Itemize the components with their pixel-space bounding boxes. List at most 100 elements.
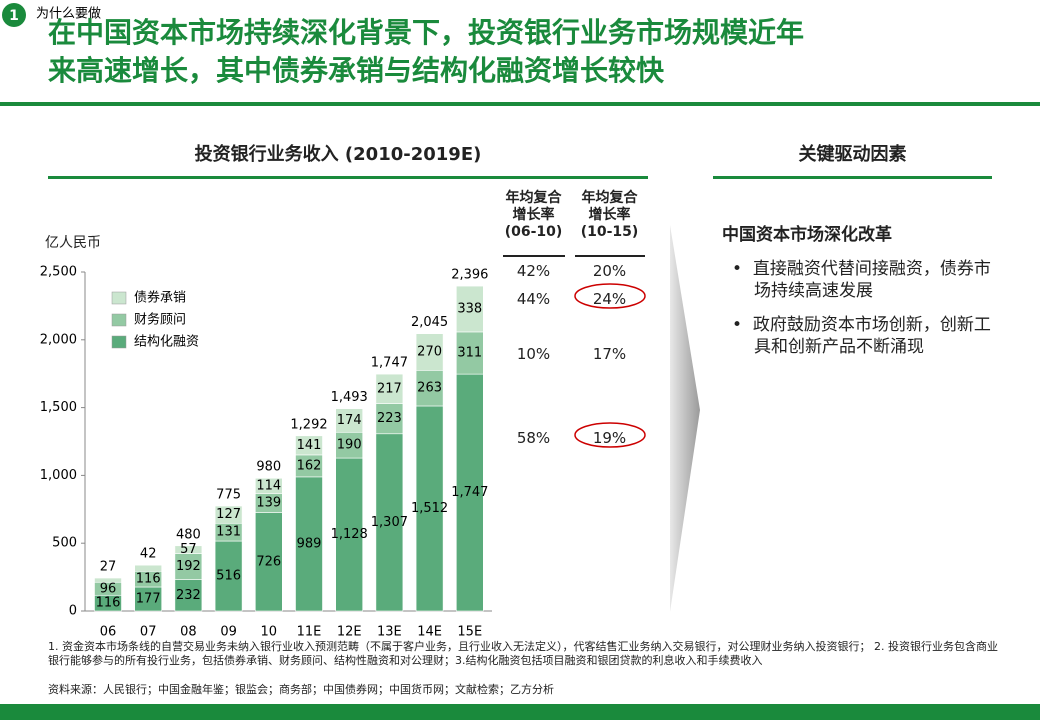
bar-segment xyxy=(295,476,323,612)
bar-segment xyxy=(335,408,364,433)
bar-segment xyxy=(174,553,203,580)
data-label: 96 xyxy=(100,581,117,596)
bar-segment xyxy=(295,435,323,456)
legend-swatch xyxy=(111,313,127,327)
bar-segment xyxy=(415,370,444,407)
title-line: 来高速增长，其中债券承销与结构化融资增长较快 xyxy=(48,54,665,87)
badge: 1 xyxy=(9,8,19,24)
data-label: 223 xyxy=(377,411,402,426)
y-tick-label: 0 xyxy=(69,604,77,619)
x-tick-label: 14E xyxy=(417,625,442,640)
cagr-header: 年均复合 xyxy=(505,190,562,206)
x-tick-label: 06 xyxy=(100,625,117,640)
legend-label: 财务顾问 xyxy=(134,312,186,328)
highlight xyxy=(574,283,646,309)
total-label: 27 xyxy=(100,560,117,575)
bar-segment xyxy=(94,577,122,583)
x-tick-label: 07 xyxy=(140,625,157,640)
data-label: 192 xyxy=(176,559,201,574)
rule xyxy=(713,176,992,179)
bar-segment xyxy=(455,331,484,375)
total-label: 480 xyxy=(176,527,201,542)
cagr-value: 42% xyxy=(516,262,551,280)
cagr-header: 增长率 xyxy=(512,207,555,223)
x-tick-label: 15E xyxy=(457,625,482,640)
bullet-text: 直接融资代替间接融资，债券市场持续高速发展 xyxy=(752,259,991,301)
legend-label: 结构化融资 xyxy=(134,335,199,350)
bullet: • 政府鼓励资本市场创新，创新工具和创新产品不断涌现 xyxy=(732,315,991,357)
bar-segment xyxy=(455,285,484,333)
chart-title: 投资银行业务收入 (2010-2019E) xyxy=(194,144,482,165)
bar-segment xyxy=(214,540,243,612)
legend-swatch xyxy=(111,335,127,349)
drivers-title: 关键驱动因素 xyxy=(798,144,907,165)
data-label: 116 xyxy=(136,572,161,587)
y-tick-label: 1,000 xyxy=(40,468,77,483)
section: 为什么要做 xyxy=(36,7,101,22)
bar-segment xyxy=(134,564,162,572)
cagr-header: (10-15) xyxy=(580,224,639,240)
data-label: 726 xyxy=(256,554,281,569)
cagr-value: 58% xyxy=(516,429,551,447)
cagr-header: 年均复合 xyxy=(581,190,638,206)
total-label: 2,396 xyxy=(451,268,488,283)
bullet: • 直接融资代替间接融资，债券市场持续高速发展 xyxy=(732,259,991,301)
bar-segment xyxy=(455,373,484,612)
bullet-text: 政府鼓励资本市场创新，创新工具和创新产品不断涌现 xyxy=(752,315,991,357)
data-label: 232 xyxy=(176,588,201,603)
data-label: 139 xyxy=(256,496,281,511)
title-line: 在中国资本市场持续深化背景下，投资银行业务市场规模近年 xyxy=(48,16,805,49)
data-label: 177 xyxy=(136,591,161,606)
data-label: 1,747 xyxy=(451,485,488,500)
data-label: 338 xyxy=(457,302,482,317)
y-label: 亿人民币 xyxy=(45,235,101,251)
cagr-value: 19% xyxy=(592,429,627,447)
data-label: 217 xyxy=(377,381,402,396)
y-tick-label: 1,500 xyxy=(40,400,77,415)
rule xyxy=(48,176,648,179)
total-label: 1,493 xyxy=(331,390,368,405)
bar-segment xyxy=(174,579,203,612)
data-label: 114 xyxy=(256,478,281,493)
badge-circle xyxy=(2,3,26,27)
total-label: 1,747 xyxy=(371,356,408,371)
cagr-value: 20% xyxy=(592,262,627,280)
bar-segment xyxy=(255,477,283,495)
bar-segment xyxy=(335,457,364,612)
bar-segment xyxy=(375,433,404,612)
data-label: 1,128 xyxy=(331,527,368,542)
legend-label: 债券承销 xyxy=(134,290,186,306)
footer-bar xyxy=(0,704,1040,720)
data-label: 131 xyxy=(216,525,241,540)
bar-segment xyxy=(375,373,404,404)
total-label: 775 xyxy=(216,488,241,503)
bar-segment xyxy=(415,333,444,371)
source: 资料来源：人民银行；中国金融年鉴；银监会；商务部；中国债券网；中国货币网；文献检… xyxy=(48,683,554,696)
y-tick-label: 500 xyxy=(52,536,77,551)
data-label: 311 xyxy=(457,346,482,361)
x-tick-label: 11E xyxy=(297,625,322,640)
bar-segment xyxy=(214,505,243,524)
data-label: 116 xyxy=(96,596,121,611)
driver-heading: 中国资本市场深化改革 xyxy=(722,225,892,245)
data-label: 989 xyxy=(297,536,322,551)
x-tick-label: 10 xyxy=(261,625,278,640)
data-label: 1,307 xyxy=(371,515,408,530)
bar-segment xyxy=(174,545,203,554)
total-label: 1,292 xyxy=(290,417,327,432)
data-label: 174 xyxy=(337,413,362,428)
footnote: 1. 资金资本市场条线的自营交易业务未纳入银行业收入预测范畴（不属于客户业务，且… xyxy=(48,640,998,667)
total-label: 2,045 xyxy=(411,315,448,330)
x-tick-label: 13E xyxy=(377,625,402,640)
data-label: 57 xyxy=(180,542,197,557)
cagr-value: 24% xyxy=(592,290,627,308)
bar-segment xyxy=(335,431,364,459)
cagr-header: (06-10) xyxy=(504,224,563,240)
data-label: 263 xyxy=(417,381,442,396)
bar-segment xyxy=(415,405,444,612)
data-label: 270 xyxy=(417,345,442,360)
y-tick-label: 2,000 xyxy=(40,332,77,347)
bar-segment xyxy=(255,512,283,612)
cagr-value: 44% xyxy=(516,290,551,308)
header-rule xyxy=(0,102,1040,106)
